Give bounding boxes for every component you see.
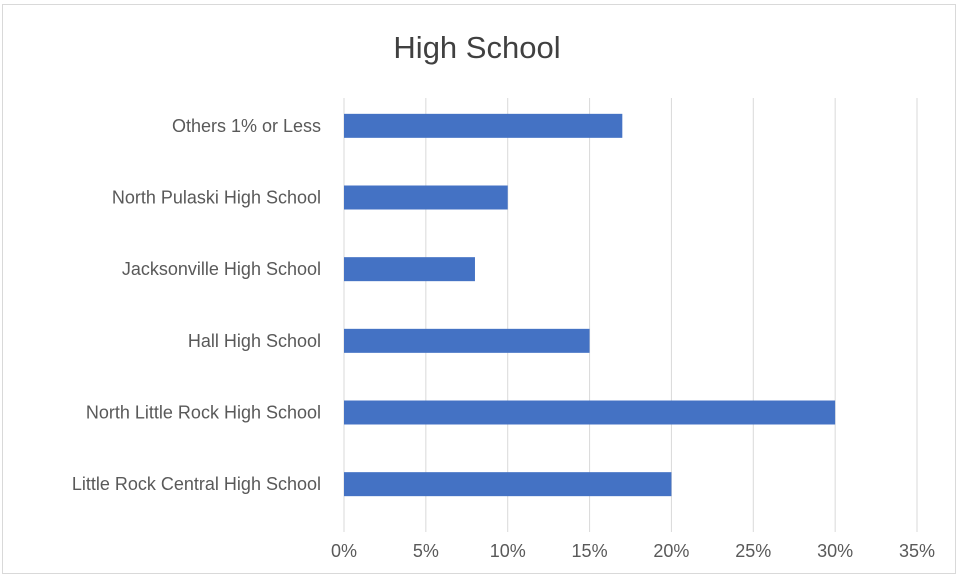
chart-title: High School (393, 30, 561, 65)
category-label: Others 1% or Less (172, 116, 321, 136)
x-tick-label: 20% (653, 541, 689, 561)
category-label: North Pulaski High School (112, 188, 321, 208)
category-label: Jacksonville High School (122, 259, 321, 279)
x-tick-label: 5% (413, 541, 439, 561)
x-tick-label: 35% (899, 541, 935, 561)
category-label: Little Rock Central High School (72, 474, 321, 494)
category-labels: Others 1% or Less North Pulaski High Scho… (72, 116, 321, 494)
x-axis-tick-labels: 0% 5% 10% 15% 20% 25% 30% 35% (331, 541, 935, 561)
bar (344, 472, 672, 497)
category-label: North Little Rock High School (86, 403, 321, 423)
x-tick-label: 25% (735, 541, 771, 561)
x-tick-label: 0% (331, 541, 357, 561)
gridlines (343, 98, 918, 532)
x-tick-label: 10% (490, 541, 526, 561)
bar (344, 257, 475, 282)
bars (344, 113, 836, 497)
bar (344, 400, 836, 425)
bar (344, 185, 508, 210)
x-tick-label: 15% (572, 541, 608, 561)
bar (344, 328, 590, 353)
bar (344, 113, 623, 138)
category-label: Hall High School (188, 331, 321, 351)
x-tick-label: 30% (817, 541, 853, 561)
